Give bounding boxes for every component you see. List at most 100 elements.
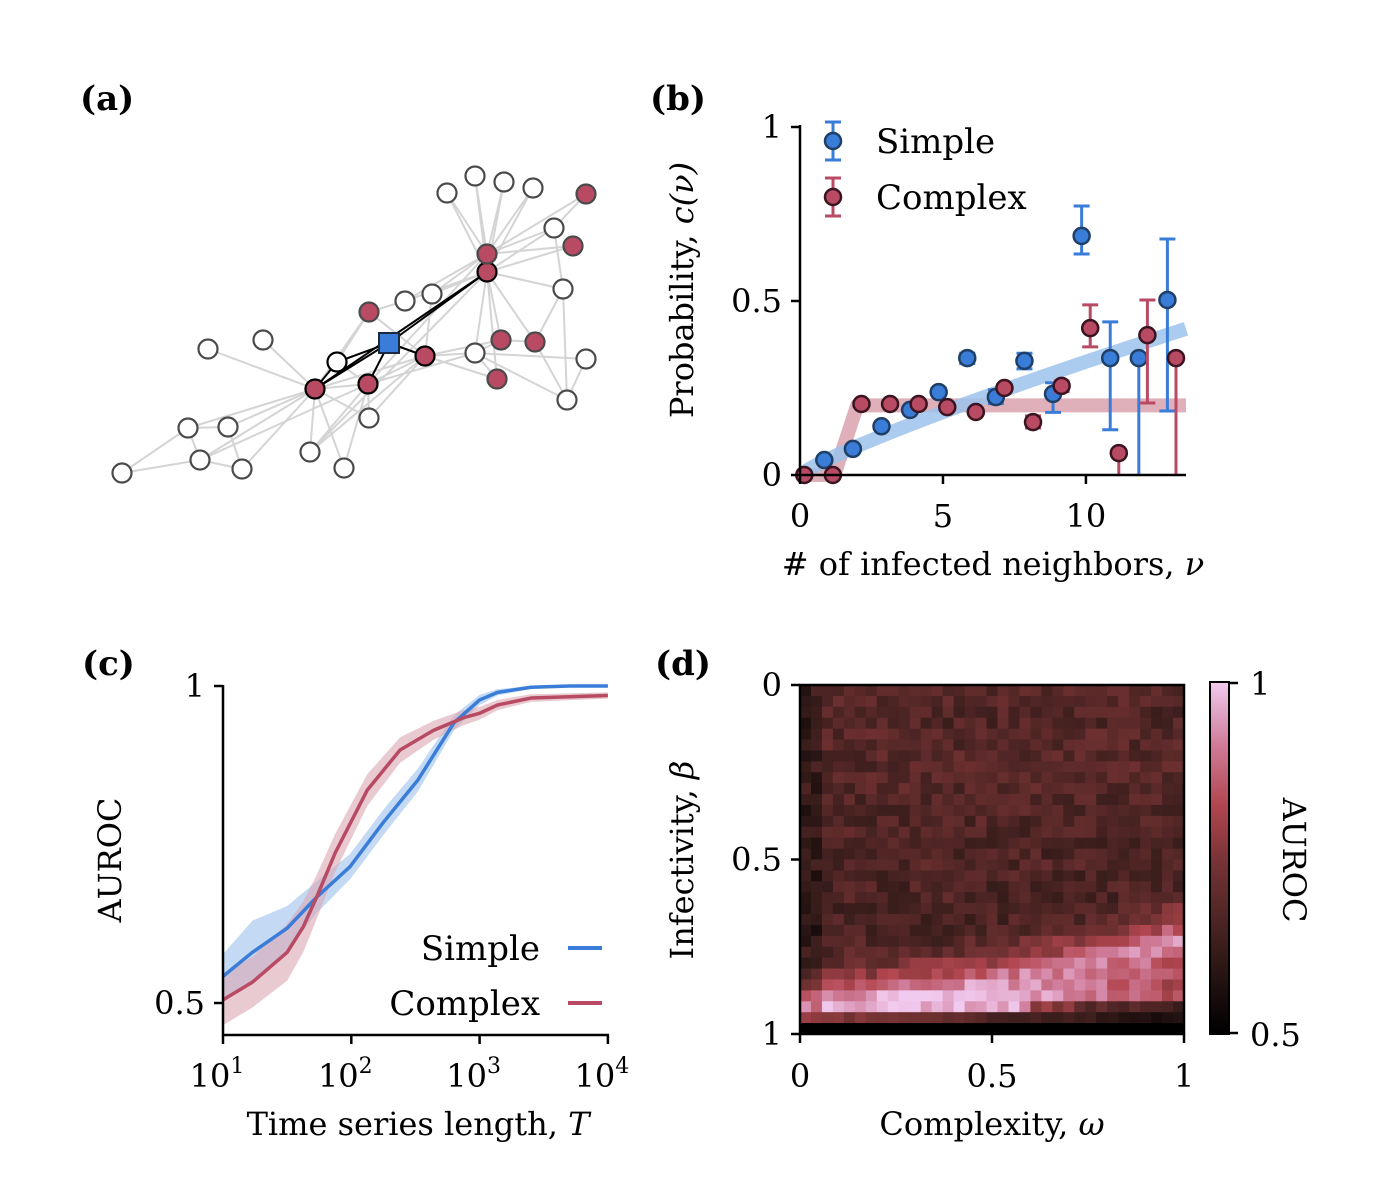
heatmap-cell <box>1140 761 1152 773</box>
heatmap-cell <box>1162 979 1174 991</box>
heatmap-cell <box>986 728 999 741</box>
heatmap-cell <box>1173 750 1185 762</box>
heatmap-cell <box>1085 750 1097 762</box>
network-edge <box>404 271 488 302</box>
heatmap-cell <box>975 903 988 915</box>
heatmap-cell <box>997 957 1010 970</box>
y-tick-label: 0.5 <box>731 282 782 320</box>
panel-d-heatmap: 0 0.5 100.51 Complexity, ω Infectivity, β … <box>663 665 1313 1143</box>
heatmap-cell <box>964 794 977 806</box>
heatmap-cell <box>1118 772 1130 784</box>
heatmap-cell <box>876 990 889 1002</box>
heatmap-cell <box>810 772 823 784</box>
heatmap-cell <box>1173 826 1185 839</box>
network-edge <box>187 388 316 429</box>
heatmap-cell <box>843 946 856 959</box>
network-edge <box>227 388 316 428</box>
heatmap-cell <box>1151 728 1163 741</box>
network-edge <box>314 355 426 390</box>
heatmap-cell <box>964 870 977 882</box>
heatmap-cell <box>843 794 856 806</box>
heatmap-cell <box>898 848 911 861</box>
y-axis-label: Probability, c(ν) <box>663 162 701 418</box>
heatmap-cell <box>865 750 878 762</box>
heatmap-cell <box>832 903 845 915</box>
network-edge <box>309 383 369 453</box>
heatmap-cell <box>1085 685 1097 697</box>
heatmap-cell <box>854 794 867 806</box>
heatmap-cell <box>898 761 911 773</box>
susceptible-node <box>436 182 458 204</box>
heatmap-cell <box>876 968 889 981</box>
x-axis-label: Time series length, T <box>247 1105 593 1143</box>
heatmap-cell <box>821 783 834 795</box>
heatmap-cell <box>1129 717 1141 730</box>
heatmap-cell <box>1041 794 1053 806</box>
network-edge <box>486 271 564 290</box>
heatmap-cell <box>1052 794 1064 806</box>
heatmap-cell <box>832 1023 845 1035</box>
heatmap-cell <box>920 826 933 839</box>
heatmap-cell <box>843 706 856 719</box>
heatmap-cell <box>1019 914 1031 926</box>
axis-ticks: 0 5 10 0 0.5 1 <box>731 108 1106 535</box>
heatmap-cell <box>1096 728 1108 741</box>
heatmap-cell <box>953 990 966 1002</box>
heatmap-cell <box>909 783 922 795</box>
heatmap-cell <box>920 1012 933 1024</box>
heatmap-cell <box>931 892 944 904</box>
heatmap-cell <box>1118 1023 1130 1035</box>
heatmap-cell <box>1151 794 1163 806</box>
heatmap-cell <box>1173 695 1185 708</box>
heatmap-cell <box>1162 935 1174 948</box>
heatmap-cell <box>920 794 933 806</box>
heatmap-cell <box>800 979 812 991</box>
heatmap-cell <box>1129 1012 1141 1024</box>
heatmap-cell <box>887 848 900 861</box>
heatmap-cell <box>942 717 955 730</box>
network-edge <box>199 388 316 461</box>
heatmap-cell <box>800 957 812 970</box>
heatmap-cell <box>1030 728 1042 741</box>
heatmap-cell <box>1052 881 1064 893</box>
heatmap-cell <box>821 968 834 981</box>
heatmap-cell <box>821 717 834 730</box>
heatmap-cell <box>1008 990 1021 1002</box>
heatmap-cell <box>1096 685 1108 697</box>
heatmap-cell <box>1052 783 1064 795</box>
heatmap-cell <box>1118 826 1130 839</box>
susceptible-node <box>464 165 486 187</box>
heatmap-cell <box>975 968 988 981</box>
heatmap-cell <box>854 783 867 795</box>
heatmap-cell <box>909 979 922 991</box>
heatmap-cell <box>975 848 988 861</box>
heatmap-cell <box>876 706 889 719</box>
heatmap-cell <box>953 804 966 817</box>
heatmap-cell <box>854 1012 867 1024</box>
heatmap-cell <box>1173 783 1185 795</box>
heatmap-cell <box>1140 750 1152 762</box>
heatmap-cell <box>1162 685 1174 697</box>
heatmap-cell <box>1019 968 1031 981</box>
heatmap-cell <box>1107 1023 1119 1035</box>
heatmap-cell <box>821 772 834 784</box>
heatmap-cell <box>1008 1001 1021 1013</box>
heatmap-cell <box>931 924 944 937</box>
heatmap-cell <box>876 859 889 872</box>
heatmap-cell <box>997 892 1010 904</box>
heatmap-cell <box>821 761 834 773</box>
heatmap-cell <box>1173 935 1185 948</box>
heatmap-cell <box>997 1023 1010 1035</box>
network-edge <box>474 271 488 354</box>
heatmap-cell <box>1052 685 1064 697</box>
heatmap-cell <box>1140 804 1152 817</box>
heatmap-cell <box>887 783 900 795</box>
heatmap-cell <box>1140 968 1152 981</box>
heatmap-cell <box>909 870 922 882</box>
heatmap-cell <box>800 794 812 806</box>
heatmap-cell <box>1085 728 1097 741</box>
heatmap-cell <box>810 750 823 762</box>
y-tick-label: 0.5 <box>154 984 205 1022</box>
network-edge <box>562 288 568 401</box>
heatmap-cell <box>1107 968 1119 981</box>
